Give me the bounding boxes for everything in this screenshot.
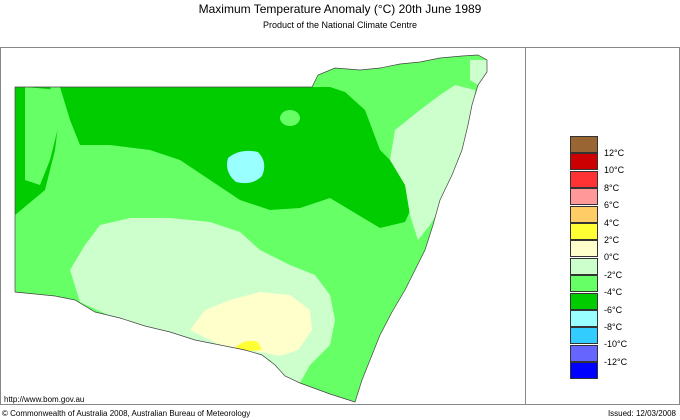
legend-label: 12°C (604, 148, 625, 158)
legend-swatch (570, 205, 598, 223)
zone-west-inner (25, 87, 60, 185)
legend-swatch (570, 275, 598, 293)
legend-label: 10°C (604, 165, 625, 176)
map-subtitle: Product of the National Climate Centre (262, 20, 418, 30)
legend-label: -10°C (604, 339, 628, 350)
copyright: © Commonwealth of Australia 2008, Austra… (2, 409, 251, 418)
legend-label: -8°C (604, 322, 623, 332)
legend-swatch (570, 310, 598, 327)
legend-label: -12°C (604, 356, 628, 367)
legend-frame (525, 47, 680, 405)
legend-label: 2°C (604, 235, 620, 245)
nsw-outline (14, 54, 488, 403)
issued-date: Issued: 12/03/2008 (607, 409, 676, 418)
nsw-anomaly-map (14, 54, 488, 403)
legend-swatch (570, 344, 598, 362)
legend-label: 0°C (604, 252, 620, 263)
legend-label: -4°C (604, 287, 623, 298)
zone-inner-patch (280, 110, 300, 126)
legend-label: -6°C (604, 304, 623, 315)
legend-swatch (570, 136, 598, 153)
legend-swatch (570, 327, 598, 345)
legend-swatch (570, 170, 598, 188)
legend-swatch (570, 362, 598, 380)
legend-swatch (570, 292, 598, 310)
legend-swatch (570, 188, 598, 206)
legend-label: -2°C (604, 269, 623, 280)
legend-swatch (570, 240, 598, 258)
legend-label: 8°C (604, 182, 620, 193)
legend-label: 6°C (604, 200, 620, 211)
zone-ne-coast (390, 85, 475, 240)
map-title: Maximum Temperature Anomaly (°C) 20th Ju… (198, 2, 482, 16)
zone-minus-8-to-minus-6 (227, 150, 265, 184)
legend-swatch (570, 153, 598, 171)
legend-swatch (570, 257, 598, 275)
website-url[interactable]: http://www.bom.gov.au (4, 395, 85, 404)
zone-ne-corner (470, 60, 487, 85)
legend-swatch (570, 223, 598, 240)
zone-0-to-2 (190, 292, 312, 356)
legend-label: 4°C (604, 217, 620, 228)
